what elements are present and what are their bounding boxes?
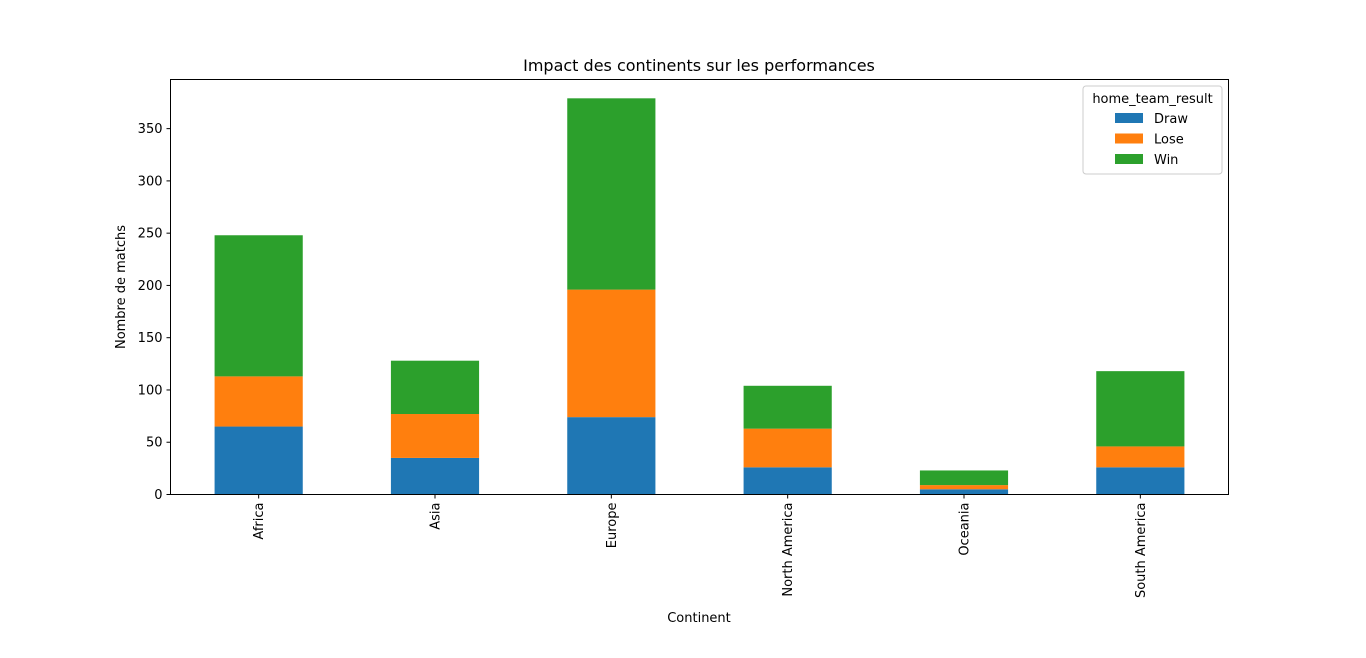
legend-swatch-draw [1115, 113, 1143, 123]
x-axis: Africa Asia Europe North America Oceania Sout… [252, 494, 1149, 599]
bar-europe-lose [567, 289, 656, 418]
legend-box [1082, 85, 1223, 175]
y-tick-label: 150 [138, 331, 163, 346]
bar-north-america-draw [743, 467, 832, 495]
bar-europe-draw [567, 417, 656, 495]
x-tick-label: Asia [429, 503, 444, 530]
y-tick-label: 350 [138, 122, 163, 137]
legend: home_team_result Draw Lose Win [1082, 85, 1223, 175]
legend-label-draw: Draw [1154, 112, 1188, 127]
bar-africa-win [214, 235, 303, 377]
y-tick-label: 50 [146, 436, 163, 451]
x-tick-label: North America [781, 503, 796, 597]
bar-north-america-lose [743, 428, 832, 468]
bar-oceania-draw [919, 489, 1009, 495]
bar-north-america-win [743, 385, 832, 429]
legend-label-win: Win [1154, 153, 1178, 168]
bar-europe-win [567, 98, 656, 290]
x-tick-label: South America [1134, 503, 1149, 599]
plot-frame [170, 79, 1229, 495]
y-tick-label: 100 [138, 383, 163, 398]
bar-oceania-lose [919, 485, 1009, 490]
x-axis-label: Continent [667, 611, 731, 626]
chart-title: Impact des continents sur les performanc… [523, 56, 875, 75]
bar-asia-lose [390, 414, 480, 458]
legend-label-lose: Lose [1154, 133, 1184, 148]
y-tick-label: 250 [138, 227, 163, 242]
x-tick-label: Africa [252, 503, 267, 540]
legend-swatch-lose [1115, 133, 1143, 144]
legend-title: home_team_result [1092, 92, 1212, 107]
y-tick-label: 200 [138, 279, 163, 294]
bar-south-america-win [1096, 371, 1185, 447]
y-axis: 0 50 100 150 200 250 300 350 [138, 122, 171, 503]
x-tick-label: Oceania [958, 503, 973, 556]
y-tick-label: 0 [154, 488, 162, 503]
bar-oceania-win [919, 470, 1009, 486]
y-tick-label: 300 [138, 174, 163, 189]
bars-group [214, 98, 1185, 495]
legend-swatch-win [1115, 154, 1143, 164]
bar-asia-win [390, 360, 480, 415]
x-tick-label: Europe [605, 503, 620, 549]
y-axis-label: Nombre de matchs [114, 225, 129, 349]
bar-south-america-draw [1096, 467, 1185, 495]
bar-south-america-lose [1096, 446, 1185, 468]
bar-asia-draw [390, 457, 480, 495]
bar-africa-draw [214, 426, 303, 495]
bar-africa-lose [214, 376, 303, 427]
